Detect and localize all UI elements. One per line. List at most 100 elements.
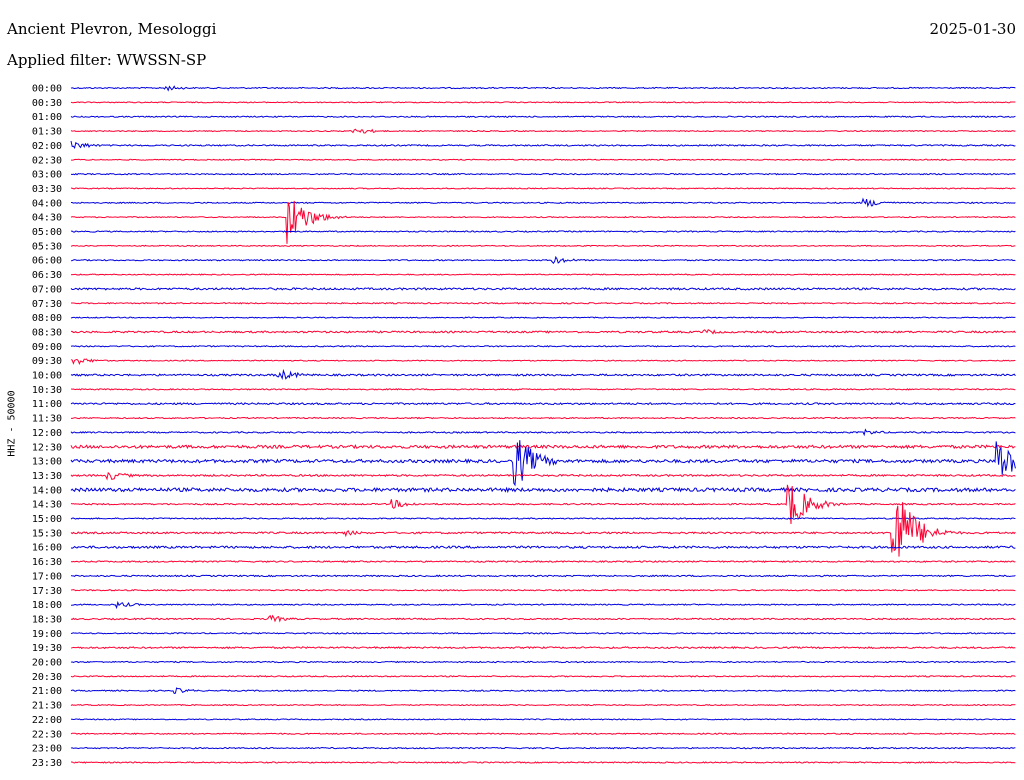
seismic-trace bbox=[70, 128, 1016, 134]
seismic-trace bbox=[70, 614, 1016, 623]
seismic-trace bbox=[70, 172, 1016, 176]
row-time-label: 01:30 bbox=[32, 127, 62, 138]
row-time-label: 13:00 bbox=[32, 457, 62, 468]
row-time-label: 17:00 bbox=[32, 571, 62, 582]
seismic-trace bbox=[70, 101, 1016, 104]
filter-label: Applied filter: WWSSN-SP bbox=[7, 51, 207, 69]
seismic-trace bbox=[70, 158, 1016, 161]
row-time-label: 09:00 bbox=[32, 342, 62, 353]
row-time-label: 01:00 bbox=[32, 112, 62, 123]
row-time-label: 18:00 bbox=[32, 600, 62, 611]
row-time-label: 18:30 bbox=[32, 614, 62, 625]
row-time-label: 04:00 bbox=[32, 198, 62, 209]
seismic-trace bbox=[70, 443, 1016, 450]
seismic-trace bbox=[70, 675, 1016, 678]
seismic-trace bbox=[70, 761, 1016, 764]
seismic-trace bbox=[70, 273, 1016, 276]
seismic-trace bbox=[70, 574, 1016, 578]
date-label: 2025-01-30 bbox=[929, 20, 1016, 38]
seismic-trace bbox=[70, 428, 1016, 437]
row-time-label: 16:30 bbox=[32, 557, 62, 568]
row-time-label: 15:00 bbox=[32, 514, 62, 525]
row-time-label: 07:30 bbox=[32, 299, 62, 310]
seismic-trace bbox=[70, 301, 1016, 305]
row-time-label: 02:00 bbox=[32, 141, 62, 152]
row-time-label: 21:00 bbox=[32, 686, 62, 697]
row-time-label: 03:30 bbox=[32, 184, 62, 195]
row-time-label: 10:00 bbox=[32, 371, 62, 382]
row-time-label: 07:00 bbox=[32, 284, 62, 295]
station-title: Ancient Plevron, Mesologgi bbox=[7, 20, 217, 38]
row-time-label: 04:30 bbox=[32, 213, 62, 224]
seismic-trace bbox=[70, 230, 1016, 233]
row-time-label: 16:00 bbox=[32, 543, 62, 554]
row-time-label: 19:00 bbox=[32, 629, 62, 640]
seismic-trace bbox=[70, 486, 1016, 494]
row-time-label: 12:00 bbox=[32, 428, 62, 439]
seismic-trace bbox=[70, 560, 1016, 563]
seismic-trace bbox=[70, 244, 1016, 247]
row-time-label: 03:00 bbox=[32, 170, 62, 181]
seismic-trace bbox=[70, 440, 1016, 487]
row-time-label: 02:30 bbox=[32, 155, 62, 166]
row-time-label: 17:30 bbox=[32, 586, 62, 597]
seismic-trace bbox=[70, 187, 1016, 190]
row-time-label: 20:00 bbox=[32, 658, 62, 669]
seismic-trace bbox=[70, 471, 1016, 481]
row-time-label: 05:00 bbox=[32, 227, 62, 238]
seismic-trace bbox=[70, 484, 1016, 524]
seismic-trace bbox=[70, 401, 1016, 406]
seismic-trace bbox=[70, 316, 1016, 319]
seismic-trace bbox=[70, 368, 1016, 381]
seismic-trace bbox=[70, 588, 1016, 592]
seismic-trace bbox=[70, 746, 1016, 750]
seismic-trace bbox=[70, 287, 1016, 291]
row-time-label: 11:00 bbox=[32, 399, 62, 410]
row-time-label: 11:30 bbox=[32, 414, 62, 425]
row-time-label: 06:00 bbox=[32, 256, 62, 267]
row-time-label: 15:30 bbox=[32, 528, 62, 539]
seismic-trace bbox=[70, 358, 1016, 365]
row-time-label: 10:30 bbox=[32, 385, 62, 396]
row-time-label: 00:00 bbox=[32, 84, 62, 95]
seismic-trace bbox=[70, 200, 1016, 244]
row-time-label: 19:30 bbox=[32, 643, 62, 654]
row-time-label: 05:30 bbox=[32, 241, 62, 252]
seismic-trace bbox=[70, 85, 1016, 92]
seismic-trace bbox=[70, 703, 1016, 707]
seismic-trace bbox=[70, 502, 1016, 557]
row-time-label: 06:30 bbox=[32, 270, 62, 281]
seismic-trace bbox=[70, 197, 1016, 208]
row-time-label: 12:30 bbox=[32, 442, 62, 453]
seismic-trace bbox=[70, 388, 1016, 391]
seismic-trace bbox=[70, 646, 1016, 650]
seismic-trace bbox=[70, 687, 1016, 695]
seismic-trace bbox=[70, 255, 1016, 265]
seismic-trace bbox=[70, 140, 1016, 149]
seismic-trace bbox=[70, 732, 1016, 735]
seismic-trace bbox=[70, 600, 1016, 610]
seismic-trace bbox=[70, 345, 1016, 348]
row-time-label: 08:00 bbox=[32, 313, 62, 324]
row-time-label: 20:30 bbox=[32, 672, 62, 683]
seismic-trace bbox=[70, 632, 1016, 635]
row-time-label: 23:00 bbox=[32, 744, 62, 755]
seismic-trace bbox=[70, 328, 1016, 335]
row-time-label: 00:30 bbox=[32, 98, 62, 109]
seismic-trace bbox=[70, 545, 1016, 550]
row-time-label: 22:30 bbox=[32, 729, 62, 740]
seismic-trace bbox=[70, 416, 1016, 420]
seismic-trace bbox=[70, 517, 1016, 520]
row-time-label: 14:00 bbox=[32, 485, 62, 496]
row-time-label: 22:00 bbox=[32, 715, 62, 726]
row-time-label: 14:30 bbox=[32, 500, 62, 511]
row-time-label: 23:30 bbox=[32, 758, 62, 769]
row-time-label: 09:30 bbox=[32, 356, 62, 367]
seismic-trace bbox=[70, 660, 1016, 664]
row-time-label: 08:30 bbox=[32, 327, 62, 338]
row-time-label: 13:30 bbox=[32, 471, 62, 482]
seismic-trace bbox=[70, 718, 1016, 721]
seismic-trace bbox=[70, 115, 1016, 118]
row-time-label: 21:30 bbox=[32, 701, 62, 712]
